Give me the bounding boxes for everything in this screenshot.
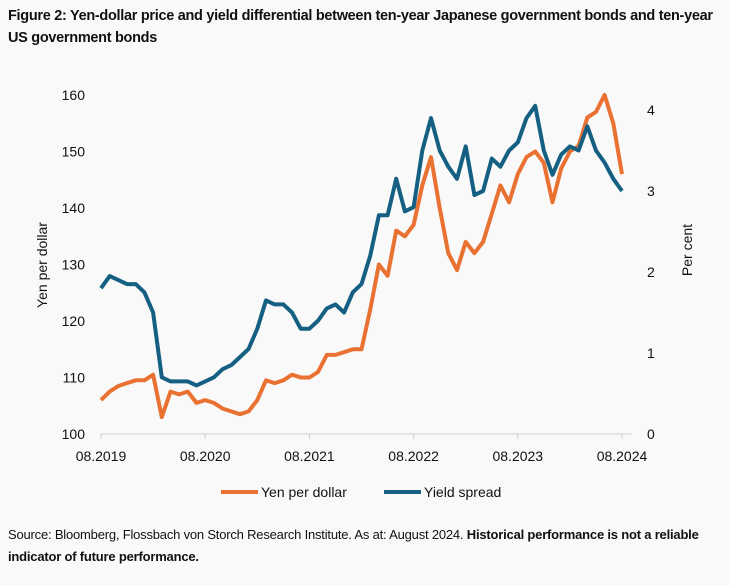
x-tick-label: 08.2019 bbox=[76, 448, 127, 464]
x-tick-label: 08.2023 bbox=[492, 448, 543, 464]
x-tick-label: 08.2024 bbox=[597, 448, 648, 464]
y-tick-label: 120 bbox=[62, 313, 86, 329]
y-tick-label: 150 bbox=[62, 144, 86, 160]
series-line-yield-spread bbox=[99, 103, 624, 388]
y-tick-label: 110 bbox=[63, 370, 86, 386]
chart: 08.2019 08.2020 08.2021 08.2022 08.2023 08.20… bbox=[34, 87, 695, 500]
y-tick-label: 130 bbox=[62, 257, 86, 273]
y2-tick-label: 0 bbox=[647, 426, 655, 442]
legend-label-spread: Yield spread bbox=[424, 484, 501, 500]
series-line-yen-per-dollar bbox=[99, 93, 624, 420]
disclaimer-text: Historical performance is not a reliable… bbox=[8, 527, 699, 564]
y2-tick-label: 1 bbox=[647, 345, 655, 361]
y2-axis-label: Per cent bbox=[679, 224, 695, 276]
y-tick-label: 140 bbox=[62, 200, 86, 216]
x-tick-label: 08.2022 bbox=[388, 448, 439, 464]
source-text: Source: Bloomberg, Flossbach von Storch … bbox=[8, 527, 467, 542]
legend-label-yen: Yen per dollar bbox=[261, 484, 347, 500]
y-tick-label: 160 bbox=[62, 87, 86, 103]
x-tick-label: 08.2021 bbox=[284, 448, 335, 464]
legend: Yen per dollar Yield spread bbox=[221, 484, 501, 500]
y2-tick-label: 3 bbox=[647, 183, 655, 199]
source-note: Source: Bloomberg, Flossbach von Storch … bbox=[8, 524, 723, 568]
figure-title: Figure 2: Yen-dollar price and yield dif… bbox=[8, 8, 713, 46]
x-tick-label: 08.2020 bbox=[180, 448, 231, 464]
y2-tick-label: 4 bbox=[647, 102, 655, 118]
y-tick-label: 100 bbox=[62, 426, 86, 442]
y2-tick-label: 2 bbox=[647, 264, 655, 280]
y-axis-label: Yen per dollar bbox=[34, 222, 50, 308]
